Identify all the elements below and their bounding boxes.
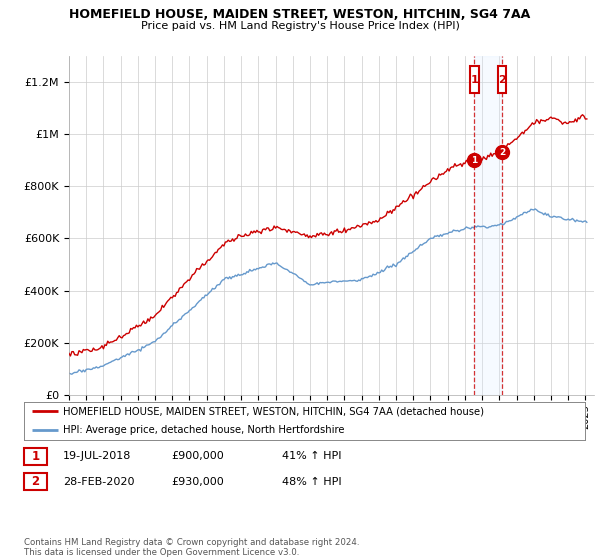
Text: 2: 2 — [31, 475, 40, 488]
Text: 41% ↑ HPI: 41% ↑ HPI — [282, 451, 341, 461]
Text: HOMEFIELD HOUSE, MAIDEN STREET, WESTON, HITCHIN, SG4 7AA (detached house): HOMEFIELD HOUSE, MAIDEN STREET, WESTON, … — [63, 406, 484, 416]
Text: 1: 1 — [471, 156, 478, 165]
Text: 48% ↑ HPI: 48% ↑ HPI — [282, 477, 341, 487]
Bar — [474, 56, 502, 395]
Text: Contains HM Land Registry data © Crown copyright and database right 2024.
This d: Contains HM Land Registry data © Crown c… — [24, 538, 359, 557]
Text: 28-FEB-2020: 28-FEB-2020 — [63, 477, 134, 487]
Text: 1: 1 — [470, 74, 478, 85]
Text: £900,000: £900,000 — [171, 451, 224, 461]
Text: 19-JUL-2018: 19-JUL-2018 — [63, 451, 131, 461]
Text: £930,000: £930,000 — [171, 477, 224, 487]
Text: 1: 1 — [31, 450, 40, 463]
Text: 2: 2 — [499, 148, 505, 157]
Text: 2: 2 — [498, 74, 506, 85]
Text: HPI: Average price, detached house, North Hertfordshire: HPI: Average price, detached house, Nort… — [63, 425, 345, 435]
Text: HOMEFIELD HOUSE, MAIDEN STREET, WESTON, HITCHIN, SG4 7AA: HOMEFIELD HOUSE, MAIDEN STREET, WESTON, … — [70, 8, 530, 21]
FancyBboxPatch shape — [470, 66, 479, 94]
FancyBboxPatch shape — [498, 66, 506, 94]
Text: Price paid vs. HM Land Registry's House Price Index (HPI): Price paid vs. HM Land Registry's House … — [140, 21, 460, 31]
